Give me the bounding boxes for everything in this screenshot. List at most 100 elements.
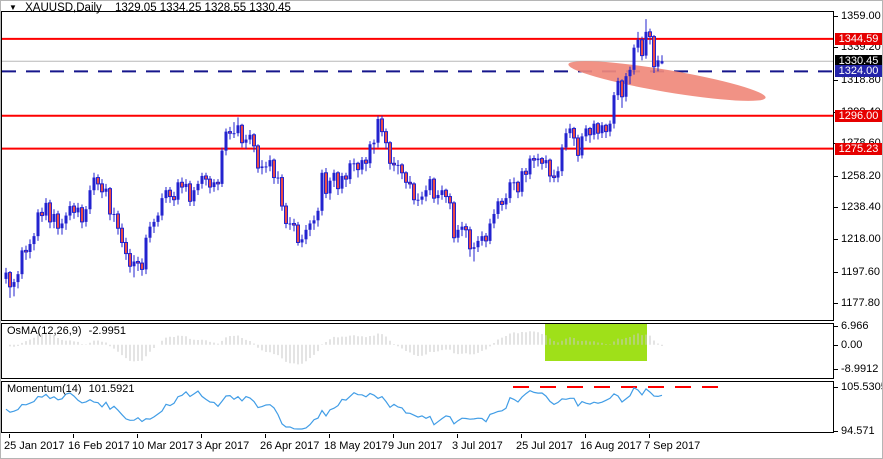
- axis-tick-mark: [834, 326, 838, 327]
- osma-scale-label: 6.966: [841, 320, 869, 332]
- bull-candle: [60, 223, 64, 229]
- bull-candle: [16, 274, 20, 283]
- osma-panel-canvas[interactable]: [1, 323, 834, 379]
- bull-candle: [132, 261, 136, 267]
- bear-candle: [324, 172, 328, 194]
- bear-candle: [292, 222, 296, 226]
- bear-candle: [228, 131, 232, 134]
- bull-candle: [152, 221, 156, 227]
- date-tick-mark: [201, 434, 202, 438]
- bull-candle: [472, 247, 476, 249]
- bull-candle: [628, 69, 632, 77]
- bull-candle: [196, 183, 200, 191]
- axis-tick-mark: [834, 176, 838, 177]
- price-tick-label: 1318.80: [841, 74, 881, 86]
- bull-candle: [192, 190, 196, 202]
- momentum-scale-label: 94.571: [841, 425, 875, 437]
- momentum-panel-canvas[interactable]: [1, 381, 834, 433]
- bull-candle: [376, 118, 380, 143]
- bull-candle: [288, 223, 292, 225]
- price-tick-label: 1177.80: [841, 297, 880, 309]
- date-tick-mark: [137, 434, 138, 438]
- bull-candle: [332, 172, 336, 181]
- bull-candle: [304, 229, 308, 240]
- bull-candle: [564, 133, 568, 148]
- bear-candle: [124, 241, 128, 255]
- date-label: 18 May 2017: [324, 440, 388, 452]
- bull-candle: [44, 202, 48, 216]
- bull-candle: [164, 190, 168, 199]
- axis-tick-mark: [834, 47, 838, 48]
- bull-candle: [600, 125, 604, 134]
- date-label: 3 Apr 2017: [196, 440, 250, 452]
- bear-candle: [100, 183, 104, 193]
- bull-candle: [584, 128, 588, 137]
- bear-candle: [136, 260, 140, 264]
- bull-candle: [636, 39, 640, 48]
- price-tick-label: 1197.60: [841, 266, 880, 278]
- bear-candle: [364, 159, 368, 164]
- bear-candle: [280, 177, 284, 207]
- bear-candle: [408, 181, 412, 185]
- bull-candle: [244, 139, 248, 143]
- bull-candle: [560, 147, 564, 172]
- bull-candle: [320, 172, 324, 211]
- momentum-scale-label: 105.5305: [841, 381, 883, 393]
- date-label: 10 Mar 2017: [132, 440, 194, 452]
- bull-candle: [316, 210, 320, 221]
- bear-candle: [576, 137, 580, 156]
- bear-candle: [296, 224, 300, 243]
- bear-candle: [548, 159, 552, 177]
- bull-candle: [456, 229, 460, 238]
- bear-candle: [256, 145, 260, 169]
- bull-candle: [144, 237, 148, 270]
- bear-candle: [128, 253, 132, 267]
- momentum-panel-border: [1, 381, 834, 433]
- bear-candle: [344, 175, 348, 180]
- osma-scale-label: 0.00: [841, 339, 863, 351]
- bull-candle: [556, 171, 560, 178]
- osma-name-label: OsMA(12,26,9): [7, 325, 82, 337]
- date-label: 7 Sep 2017: [644, 440, 701, 452]
- current-bid-badge: 1330.45: [835, 55, 882, 67]
- bear-candle: [116, 213, 120, 229]
- bull-candle: [260, 166, 264, 169]
- bull-candle: [300, 239, 304, 243]
- bull-candle: [496, 201, 500, 214]
- momentum-indicator-header: Momentum(14) 101.5921: [7, 383, 139, 395]
- bull-candle: [424, 190, 428, 197]
- bull-candle: [248, 134, 252, 140]
- momentum-value-label: 101.5921: [88, 383, 135, 395]
- bear-candle: [392, 162, 396, 166]
- bear-candle: [24, 249, 28, 253]
- time-axis: 25 Jan 2017 16 Feb 2017 10 Mar 2017 3 Apr 2…: [1, 433, 834, 458]
- bull-candle: [512, 182, 516, 184]
- date-label: 3 Jul 2017: [452, 440, 503, 452]
- bull-candle: [592, 123, 596, 135]
- symbol-dropdown-icon[interactable]: ▼: [9, 3, 17, 12]
- bull-candle: [480, 236, 484, 241]
- bear-candle: [620, 80, 624, 98]
- bull-candle: [644, 31, 648, 56]
- bear-candle: [140, 262, 144, 270]
- main-chart-canvas[interactable]: [1, 11, 834, 321]
- bear-candle: [640, 39, 644, 57]
- bear-candle: [204, 175, 208, 180]
- bear-candle: [532, 158, 536, 161]
- bull-candle: [12, 282, 16, 287]
- bull-candle: [460, 226, 464, 230]
- date-tick-mark: [265, 434, 266, 438]
- bear-candle: [468, 229, 472, 250]
- date-tick-mark: [73, 434, 74, 438]
- axis-tick-mark: [834, 431, 838, 432]
- bear-candle: [336, 172, 340, 190]
- price-tick-label: 1218.00: [841, 233, 881, 245]
- bull-candle: [492, 213, 496, 224]
- highlight-rectangle: [545, 324, 647, 361]
- axis-tick-mark: [834, 80, 838, 81]
- bear-candle: [384, 131, 388, 144]
- bull-candle: [104, 188, 108, 192]
- bear-candle: [552, 175, 556, 179]
- bear-candle: [500, 200, 504, 205]
